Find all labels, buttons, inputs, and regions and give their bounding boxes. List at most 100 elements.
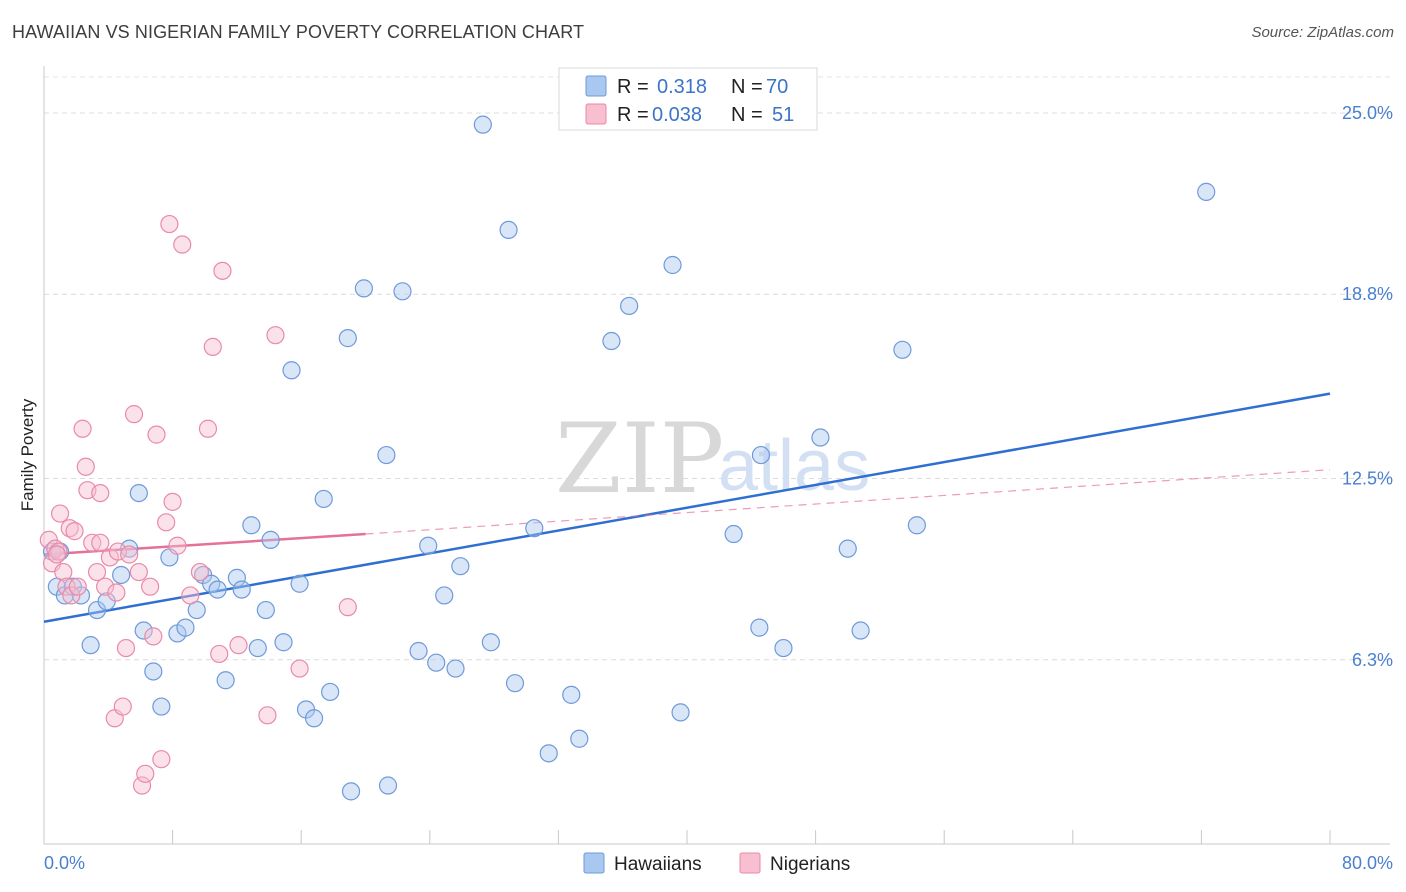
hawaiians-point-21	[216, 671, 235, 690]
bottom-legend-label-hawaiians: Hawaiians	[614, 854, 702, 875]
y-tick-label-3: 25.0%	[1342, 103, 1393, 123]
hawaiians-point-50	[505, 674, 525, 693]
legend-swatch-nigerians	[585, 103, 607, 125]
y-axis-title: Family Poverty	[18, 398, 37, 511]
hawaiians-point-68	[1197, 182, 1216, 201]
hawaiians-point-33	[314, 489, 333, 509]
hawaiians-point-51	[525, 519, 544, 538]
nigerians-point-25	[129, 562, 148, 582]
hawaiians-point-12	[144, 662, 163, 681]
legend-n-value-1: 70	[766, 76, 788, 98]
nigerians-point-20	[108, 542, 128, 561]
hawaiians-point-46	[451, 557, 470, 576]
hawaiians-point-53	[562, 685, 581, 704]
nigerians-point-30	[147, 425, 166, 444]
x-tick-label-1: 80.0%	[1342, 853, 1393, 873]
hawaiians-point-16	[176, 618, 195, 637]
hawaiians-point-65	[851, 621, 870, 640]
nigerians-point-31	[152, 750, 171, 769]
y-tick-label-0: 6.3%	[1352, 650, 1393, 670]
legend-n-label-1: N =	[731, 76, 763, 98]
hawaiians-point-23	[232, 580, 251, 599]
hawaiians-point-22	[227, 568, 246, 587]
chart-title: HAWAIIAN VS NIGERIAN FAMILY POVERTY CORR…	[12, 22, 585, 42]
hawaiians-point-60	[750, 618, 769, 637]
hawaiians-point-34	[321, 682, 340, 702]
hawaiians-point-29	[282, 361, 301, 380]
nigerians-point-26	[132, 776, 152, 795]
nigerians-trend-dashed	[365, 469, 1331, 535]
nigerians-point-32	[157, 513, 176, 532]
hawaiians-point-30	[290, 574, 309, 593]
nigerians-point-24	[124, 405, 144, 424]
nigerians-point-34	[163, 492, 182, 511]
hawaiians-point-45	[446, 659, 465, 678]
nigerians-point-7	[60, 519, 79, 538]
legend-bottom: Hawaiians Nigerians	[583, 852, 850, 875]
watermark-atlas: atlas	[718, 426, 870, 506]
hawaiians-point-61	[751, 445, 771, 465]
hawaiians-point-57	[663, 255, 682, 275]
hawaiians-point-26	[256, 600, 275, 620]
hawaiians-point-24	[242, 516, 261, 535]
nigerians-point-22	[116, 638, 136, 658]
hawaiians-point-67	[907, 516, 926, 535]
hawaiians-point-11	[134, 621, 153, 640]
hawaiians-point-54	[570, 729, 589, 748]
gridlines	[44, 76, 1390, 661]
hawaiians-point-40	[393, 282, 412, 301]
hawaiians-point-38	[377, 445, 396, 465]
nigerians-point-15	[87, 562, 107, 582]
nigerians-point-10	[68, 577, 87, 596]
nigerians-point-42	[213, 261, 232, 280]
hawaiians-point-9	[120, 539, 139, 558]
hawaiians-point-66	[893, 340, 912, 359]
hawaiians-point-64	[838, 539, 857, 558]
hawaiians-point-47	[473, 115, 492, 134]
nigerians-point-9	[65, 522, 84, 541]
hawaiians-point-49	[499, 220, 518, 240]
hawaiians-point-48	[481, 633, 500, 652]
hawaiians-point-20	[208, 580, 227, 599]
nigerians-point-44	[258, 706, 277, 725]
watermark-zip: ZIP	[555, 403, 724, 515]
nigerians-point-40	[203, 337, 222, 356]
hawaiians-point-63	[811, 428, 830, 447]
hawaiians-point-25	[248, 638, 267, 658]
source-label: Source: ZipAtlas.com	[1251, 24, 1394, 41]
legend-r-label-2: R =	[617, 104, 649, 126]
hawaiians-point-44	[435, 586, 454, 605]
bottom-legend-swatch-nigerians	[739, 852, 761, 874]
nigerians-point-3	[49, 542, 68, 561]
nigerians-point-4	[50, 504, 70, 523]
legend-n-label-2: N =	[731, 104, 763, 126]
nigerians-point-46	[290, 659, 309, 678]
hawaiians-point-43	[427, 653, 446, 672]
nigerians-point-33	[160, 214, 179, 234]
hawaiians-point-59	[724, 524, 743, 544]
hawaiians-point-13	[152, 697, 171, 716]
nigerians-point-23	[120, 545, 139, 564]
hawaiians-point-42	[419, 536, 438, 555]
x-tick-label-0: 0.0%	[44, 853, 85, 873]
legend-r-label-1: R =	[617, 76, 649, 98]
data-points	[39, 115, 1216, 801]
hawaiians-trend-line	[43, 392, 1331, 623]
nigerians-point-5	[54, 562, 73, 582]
nigerians-point-16	[91, 483, 110, 503]
nigerians-point-45	[266, 326, 285, 345]
hawaiians-point-62	[774, 638, 793, 658]
hawaiians-point-39	[378, 776, 398, 795]
hawaiians-point-36	[341, 782, 361, 801]
nigerians-point-43	[229, 636, 248, 655]
nigerians-point-17	[95, 577, 115, 596]
nigerians-point-27	[136, 764, 155, 783]
nigerians-point-48	[107, 583, 126, 602]
hawaiians-point-35	[338, 329, 357, 348]
hawaiians-point-56	[620, 296, 639, 316]
legend-top: R = 0.318 N = 70 R = 0.038 N = 51	[558, 67, 818, 131]
hawaiians-point-58	[671, 703, 690, 722]
nigerians-point-39	[198, 419, 218, 438]
axes	[43, 66, 1390, 845]
